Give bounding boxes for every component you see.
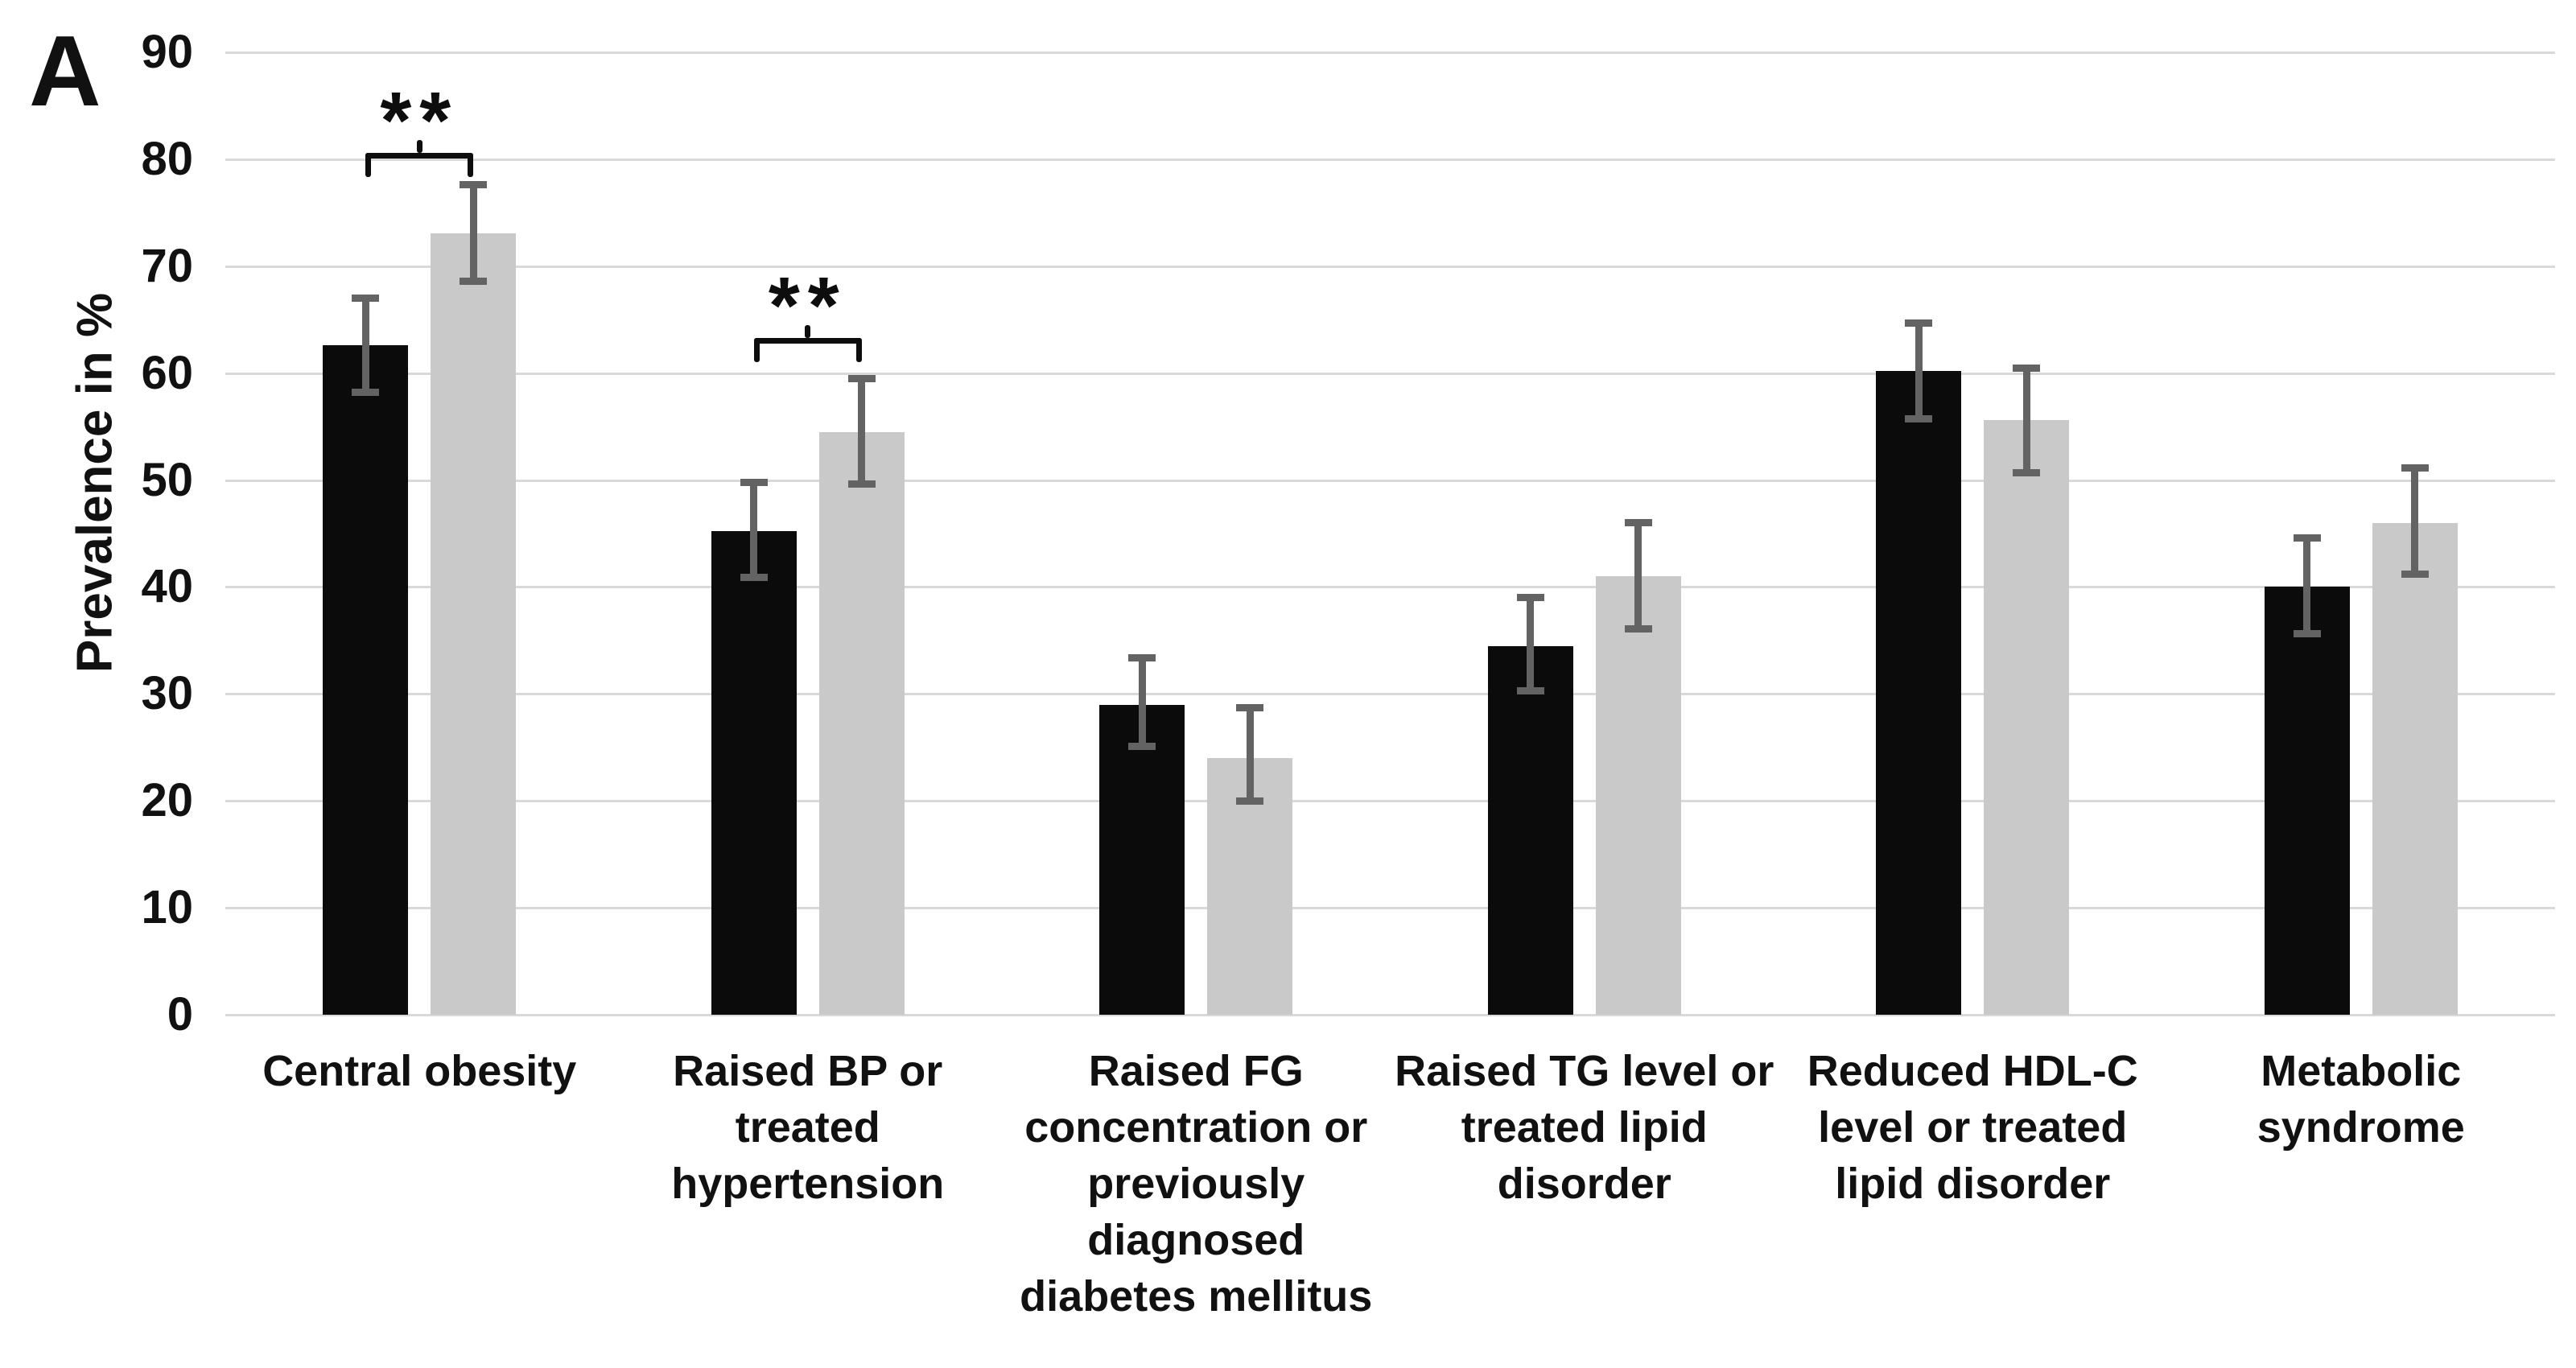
significance-bracket: [753, 337, 862, 344]
error-bar-cap: [1905, 415, 1933, 423]
error-bar-cap: [2401, 570, 2429, 578]
error-bar-cap: [1905, 319, 1933, 327]
error-bar-stem: [858, 378, 866, 484]
gridline: [225, 158, 2555, 161]
error-bar-cap: [1236, 704, 1264, 712]
gridline: [225, 693, 2555, 696]
significance-bracket-end: [468, 152, 474, 177]
y-tick-label: 50: [141, 453, 193, 506]
bar-series-2-gray: [2372, 522, 2458, 1015]
significance-stars: **: [380, 75, 460, 166]
error-bar-cap: [1624, 624, 1652, 632]
y-tick-label: 0: [167, 988, 193, 1040]
significance-bracket-end: [855, 337, 862, 362]
y-tick-label: 30: [141, 667, 193, 720]
error-bar-cap: [847, 480, 876, 488]
y-tick-label: 60: [141, 346, 193, 399]
bar-series-1-black: [711, 531, 797, 1015]
error-bar-cap: [740, 478, 768, 486]
error-bar-cap: [2401, 464, 2429, 472]
bar-series-2-gray: [1595, 576, 1681, 1015]
gridline: [225, 372, 2555, 375]
bar-series-2-gray: [431, 233, 517, 1015]
error-bar-stem: [2411, 468, 2419, 575]
category-label: Metabolic syndrome: [2257, 1047, 2465, 1152]
error-bar-cap: [2293, 534, 2321, 542]
category-label: Raised BP or treated hypertension: [671, 1047, 945, 1208]
gridline: [225, 1014, 2555, 1016]
gridline: [225, 586, 2555, 589]
significance-bracket-nub: [416, 139, 422, 153]
error-bar-cap: [1236, 797, 1264, 805]
significance-stars: **: [768, 260, 847, 351]
error-bar-stem: [361, 298, 369, 393]
error-bar-stem: [2303, 538, 2311, 634]
bar-series-1-black: [323, 345, 409, 1015]
gridline: [225, 800, 2555, 803]
category-label: Central obesity: [262, 1047, 577, 1095]
significance-bracket: [365, 152, 474, 159]
error-bar-stem: [1914, 323, 1923, 419]
y-tick-label: 20: [141, 774, 193, 827]
error-bar-cap: [2293, 630, 2321, 638]
gridline: [225, 907, 2555, 910]
bar-series-2-gray: [818, 431, 905, 1015]
significance-bracket-nub: [805, 324, 811, 338]
error-bar-stem: [750, 482, 758, 578]
significance-bracket-end: [753, 337, 760, 362]
bar-series-2-gray: [1984, 420, 2070, 1015]
error-bar-stem: [1138, 657, 1146, 747]
bar-series-1-black: [1487, 645, 1573, 1015]
error-bar-stem: [1246, 707, 1254, 801]
gridline: [225, 479, 2555, 482]
y-tick-label: 10: [141, 881, 193, 934]
y-tick-label: 40: [141, 560, 193, 613]
category-label: Raised FG concentration or previously di…: [1020, 1047, 1373, 1321]
gridline: [225, 52, 2555, 54]
error-bar-cap: [1624, 519, 1652, 527]
error-bar-stem: [1527, 597, 1535, 691]
error-bar-cap: [460, 181, 488, 189]
gridline: [225, 265, 2555, 268]
error-bar-cap: [352, 295, 380, 303]
error-bar-cap: [460, 277, 488, 285]
category-label: Raised TG level or treated lipid disorde…: [1395, 1047, 1774, 1208]
bar-series-1-black: [2264, 587, 2350, 1015]
error-bar-stem: [469, 184, 477, 282]
error-bar-cap: [1516, 686, 1544, 694]
error-bar-cap: [740, 573, 768, 581]
bar-series-1-black: [1099, 704, 1185, 1015]
category-label: Reduced HDL-C level or treated lipid dis…: [1807, 1047, 2138, 1208]
error-bar-cap: [2013, 364, 2041, 372]
significance-bracket-end: [365, 152, 372, 177]
y-tick-label: 70: [141, 239, 193, 292]
bar-series-1-black: [1876, 371, 1962, 1015]
error-bar-cap: [1128, 742, 1156, 750]
y-tick-label: 80: [141, 132, 193, 185]
error-bar-cap: [352, 389, 380, 397]
error-bar-cap: [1128, 653, 1156, 661]
error-bar-stem: [2022, 368, 2030, 473]
error-bar-cap: [1516, 594, 1544, 602]
y-tick-label: 90: [141, 26, 193, 78]
error-bar-cap: [2013, 468, 2041, 476]
error-bar-stem: [1634, 522, 1642, 629]
error-bar-cap: [847, 374, 876, 382]
panel-label: A: [29, 16, 101, 127]
